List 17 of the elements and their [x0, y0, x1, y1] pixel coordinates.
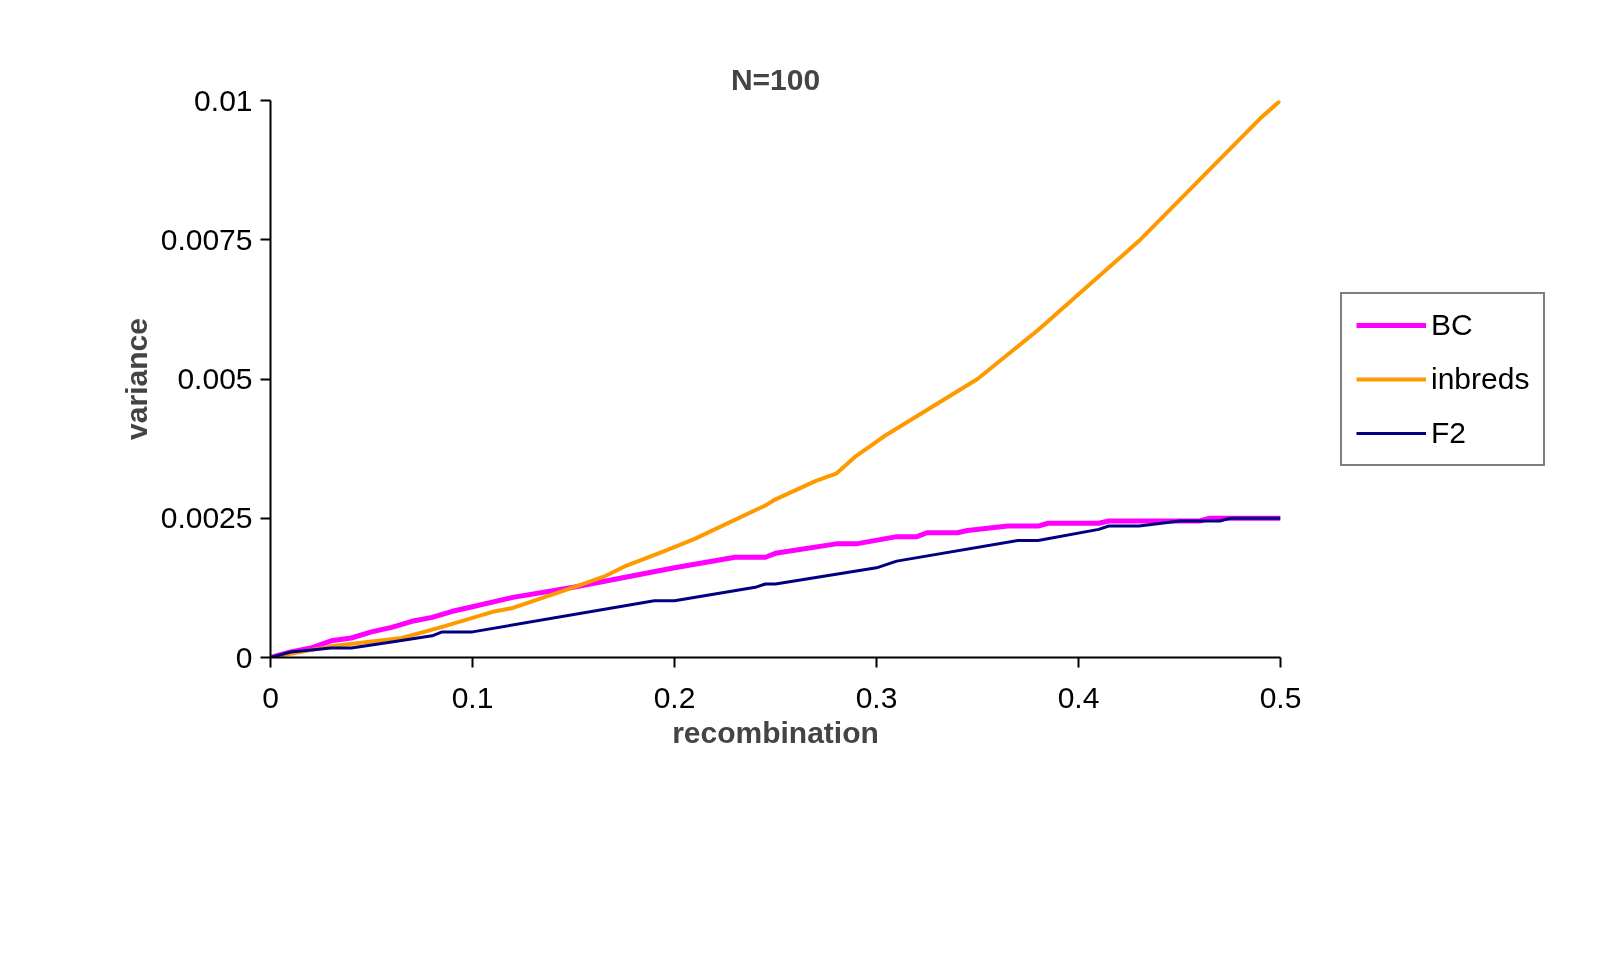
x-tick-label: 0.3 — [855, 680, 898, 714]
y-tick-label: 0.0075 — [160, 222, 253, 256]
y-tick-label: 0 — [235, 640, 253, 674]
y-tick-label: 0.01 — [194, 83, 253, 117]
legend-label: F2 — [1431, 415, 1467, 450]
y-tick-label: 0.0025 — [160, 501, 253, 535]
y-axis-title: variance — [119, 318, 153, 440]
x-tick-label: 0 — [262, 680, 279, 714]
x-tick-label: 0.1 — [451, 680, 494, 714]
x-axis-title: recombination — [672, 715, 879, 749]
legend-label: BC — [1431, 307, 1473, 342]
x-tick-label: 0.2 — [653, 680, 696, 714]
x-tick-label: 0.4 — [1057, 680, 1100, 714]
y-tick-label: 0.005 — [177, 362, 253, 395]
legend-label: inbreds — [1431, 361, 1530, 396]
chart-title: N=100 — [730, 62, 821, 96]
x-tick-label: 0.5 — [1259, 680, 1302, 714]
